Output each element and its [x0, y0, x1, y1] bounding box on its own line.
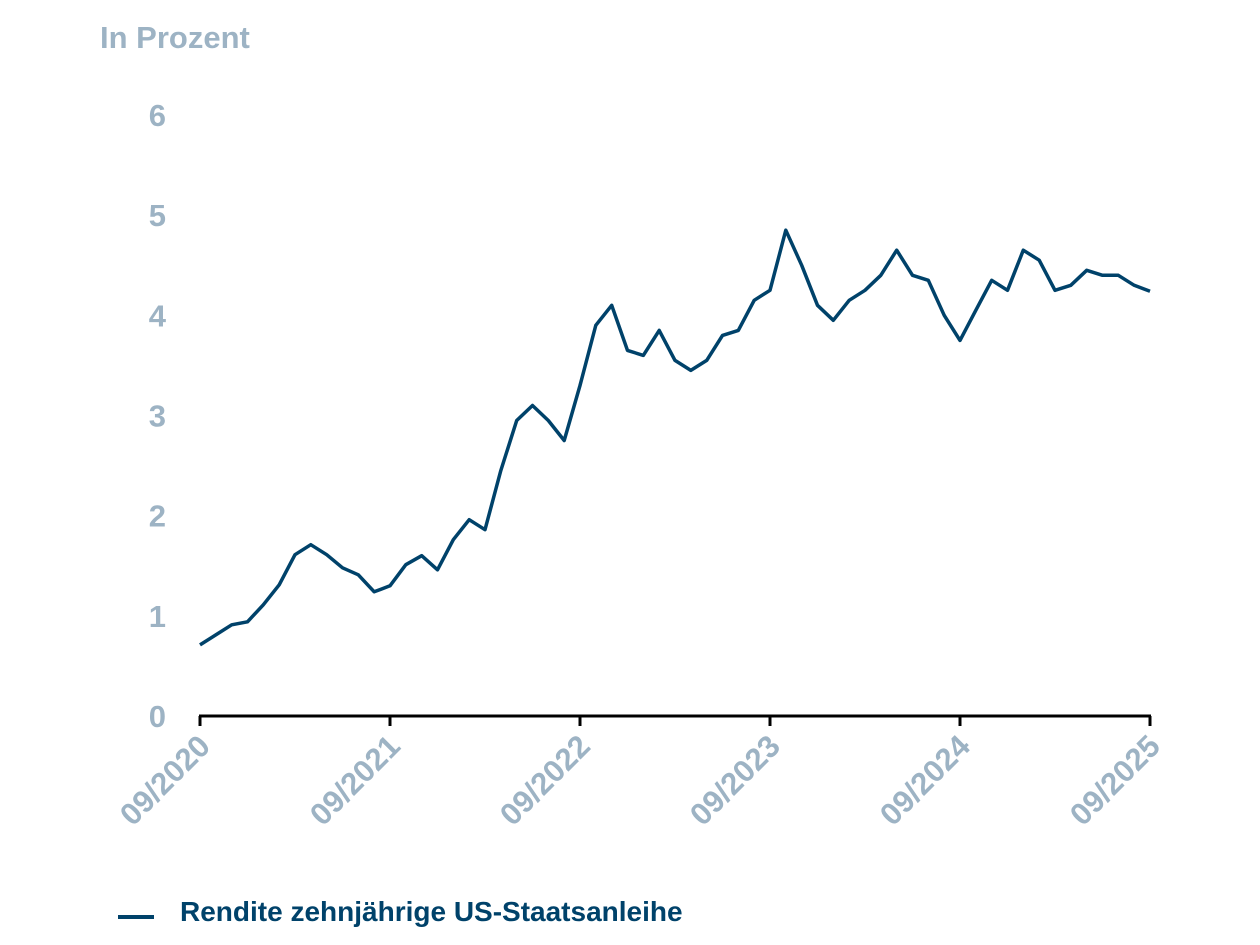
y-tick-label: 1	[149, 599, 166, 634]
legend-label: Rendite zehnjährige US-Staatsanleihe	[180, 896, 683, 927]
y-tick-label: 3	[149, 399, 166, 434]
x-tick-label: 09/2024	[873, 728, 978, 833]
y-tick-label: 6	[149, 98, 166, 133]
legend: Rendite zehnjährige US-Staatsanleihe	[118, 896, 683, 928]
y-tick-label: 5	[149, 198, 166, 233]
x-tick-label: 09/2020	[113, 728, 217, 832]
y-tick-label: 0	[149, 699, 166, 734]
x-tick-label: 09/2023	[683, 728, 787, 832]
x-tick-label: 09/2022	[493, 728, 597, 832]
y-tick-label: 4	[149, 298, 167, 333]
legend-swatch	[118, 915, 154, 919]
y-axis-label: In Prozent	[100, 20, 250, 55]
x-tick-label: 09/2021	[303, 728, 407, 832]
y-tick-label: 2	[149, 499, 166, 534]
series-line-us-10y-yield	[199, 228, 1151, 647]
x-tick-label: 09/2025	[1063, 728, 1167, 832]
